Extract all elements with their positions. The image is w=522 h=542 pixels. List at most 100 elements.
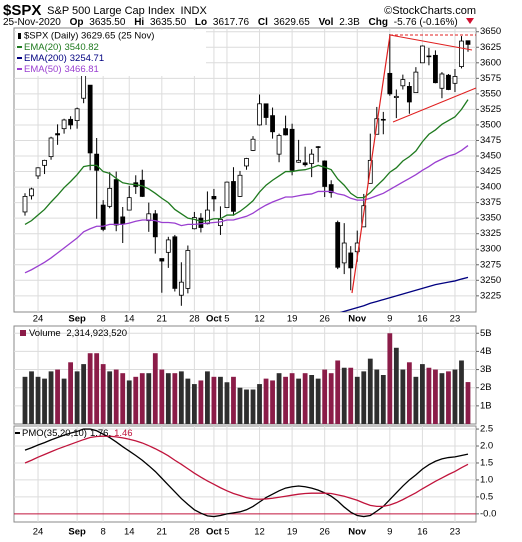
marks <box>14 34 476 518</box>
y-tick-label: 1.0 <box>480 474 493 485</box>
open-label: Op <box>70 17 84 28</box>
candle-body <box>191 217 197 230</box>
volume-value: 2.3B <box>339 17 360 28</box>
series-line <box>24 428 469 518</box>
candle-body <box>48 137 54 158</box>
down-arrow <box>466 18 474 24</box>
volume-bar <box>139 373 145 424</box>
candle-body <box>459 40 464 67</box>
volume-bar <box>172 373 178 424</box>
legend-name: EMA(200) <box>24 53 67 64</box>
quote-line: 25-Nov-2020 Op 3635.50 Hi 3635.50 Lo 361… <box>3 17 458 28</box>
x-tick-label: 28 <box>189 314 200 325</box>
candle-body <box>387 72 393 95</box>
candle-body <box>302 162 308 166</box>
x-tick-label: 19 <box>287 527 298 538</box>
candle-body <box>22 196 28 213</box>
x-tick-label: 5 <box>224 527 229 538</box>
x-tick-label: Sep <box>68 527 86 538</box>
candle-body <box>178 281 184 296</box>
volume-bar <box>133 376 139 424</box>
volume-bar <box>459 360 464 424</box>
candle-body <box>224 181 230 208</box>
volume-bar <box>296 378 302 424</box>
volume-bar <box>335 360 341 424</box>
volume-bar <box>244 389 249 424</box>
legend-value: 3540.82 <box>64 42 98 53</box>
close-label: Cl <box>258 17 268 28</box>
x-tick-label: 19 <box>287 314 298 325</box>
x-tick-label: 9 <box>387 314 392 325</box>
y-tick-label: 3600 <box>480 57 501 68</box>
trendlines <box>351 34 477 294</box>
candle-body <box>257 103 262 126</box>
series-line <box>339 276 469 312</box>
change-value: -5.76 (-0.16%) <box>394 17 458 28</box>
y-tick-label: 3225 <box>480 290 501 301</box>
candle-body <box>400 79 406 87</box>
candle-body <box>322 160 328 187</box>
candle-body <box>211 196 217 200</box>
labels: $SPX S&P 500 Large Cap Index INDX ©Stock… <box>3 2 501 538</box>
series-line <box>24 99 469 225</box>
y-tick-label: 3625 <box>480 42 501 53</box>
legend-candle <box>18 33 21 39</box>
candle-body <box>315 146 321 148</box>
x-tick-label: Sep <box>68 314 86 325</box>
candle-body <box>231 181 236 212</box>
candle-body <box>296 159 302 163</box>
y-tick-label: 3325 <box>480 228 501 239</box>
candle-body <box>309 153 315 164</box>
candle-body <box>152 213 158 238</box>
candle-body <box>35 167 41 177</box>
volume-bar <box>400 369 406 424</box>
candle-body <box>406 86 412 103</box>
volume-bar <box>22 376 28 424</box>
volume-bar <box>35 376 41 424</box>
volume-bar <box>185 378 191 424</box>
x-tick-label: 24 <box>33 314 44 325</box>
volume-legend: Volume 2,314,923,520 <box>29 328 127 339</box>
y-tick-label: 1.5 <box>480 457 493 468</box>
candle-body <box>55 133 60 136</box>
candle-body <box>250 138 256 151</box>
y-tick-label: 3500 <box>480 119 501 130</box>
volume-bar <box>94 353 100 424</box>
y-tick-label: 3525 <box>480 104 501 115</box>
legend-value: 1.76, <box>90 428 111 439</box>
candle-body <box>393 95 399 99</box>
legend-value: 3466.81 <box>64 64 98 75</box>
volume-bar <box>113 369 119 424</box>
volume-bar <box>48 371 54 424</box>
x-tick-label: 8 <box>101 314 106 325</box>
symbol: $SPX <box>3 2 41 19</box>
date: 25-Nov-2020 <box>3 17 61 28</box>
y-tick-label: 2.0 <box>480 441 493 452</box>
candle-body <box>185 250 191 289</box>
x-tick-label: 26 <box>319 527 330 538</box>
y-tick-label: 3375 <box>480 197 501 208</box>
volume-bar <box>341 367 347 424</box>
legend-entry: EMA(20) 3540.82 <box>24 42 99 53</box>
legend-box <box>16 30 206 76</box>
volume-bar <box>146 373 152 424</box>
header-line: $SPX S&P 500 Large Cap Index INDX <box>3 2 207 19</box>
y-tick-label: 5B <box>480 328 492 339</box>
x-tick-label: 23 <box>450 314 461 325</box>
volume-bar <box>107 371 113 424</box>
change-label: Chg <box>369 17 388 28</box>
volume-bar <box>87 353 93 424</box>
candle-body <box>426 55 432 58</box>
series-line <box>24 435 469 508</box>
trendline <box>389 34 473 51</box>
legend-value: 1.46 <box>114 428 133 439</box>
y-tick-label: 3650 <box>480 26 501 37</box>
volume-bar <box>433 369 438 424</box>
y-tick-label: 3250 <box>480 275 501 286</box>
legend-swatch <box>20 330 26 336</box>
candle-body <box>172 236 178 289</box>
x-tick-label: 23 <box>450 527 461 538</box>
candle-body <box>113 179 119 226</box>
candle-body <box>283 128 288 136</box>
volume-bar <box>126 380 132 424</box>
